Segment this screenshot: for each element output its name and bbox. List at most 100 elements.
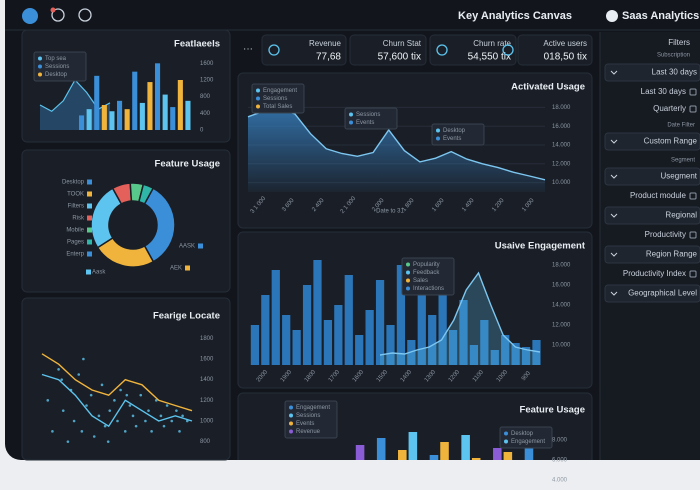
notifications[interactable]	[51, 8, 65, 22]
scatter-point	[154, 399, 158, 402]
y-tick-label: 800	[200, 439, 211, 445]
filter-select[interactable]	[604, 132, 700, 151]
legend-label: Sessions	[356, 112, 380, 118]
bar	[292, 330, 301, 365]
panel	[21, 149, 231, 293]
filter-select[interactable]	[604, 206, 700, 225]
legend-dot	[289, 421, 293, 426]
legend-swatch	[87, 179, 92, 185]
legend-swatch	[87, 251, 92, 257]
legend-label: Enterp	[66, 252, 84, 258]
avatar[interactable]	[22, 8, 38, 24]
kpi-value: 77,68	[316, 52, 341, 63]
legend-label: Events	[296, 421, 314, 427]
scatter-point	[108, 409, 112, 412]
legend-label: Engagement	[263, 88, 297, 94]
kpi-label: Churn Stat	[383, 39, 422, 48]
bar	[94, 75, 100, 130]
bar	[117, 100, 123, 130]
chevron	[610, 174, 618, 179]
y-tick-label: 16.000	[552, 283, 571, 289]
bar	[86, 109, 92, 130]
scatter-point	[92, 435, 96, 438]
radio[interactable]	[689, 270, 697, 278]
legend-label: Desktop	[45, 72, 68, 78]
scatter-point	[123, 430, 127, 433]
scatter-point	[178, 430, 181, 433]
y-tick-label: 400	[200, 111, 211, 117]
bar	[396, 265, 406, 365]
scatter-point	[162, 424, 166, 428]
y-tick-label: 8.000	[552, 438, 568, 444]
legend-dot	[38, 64, 42, 69]
bar	[302, 285, 312, 365]
scatter-point	[144, 419, 147, 423]
legend-dot	[38, 72, 42, 77]
panel-title: Feature Usage	[155, 159, 220, 170]
filter-caption: Date Filter	[667, 123, 695, 129]
filter-select[interactable]	[604, 245, 700, 264]
kpi-card	[429, 34, 517, 66]
kpi-label: Churn rate	[473, 39, 511, 48]
legend-label: Sessions	[263, 96, 287, 102]
radio[interactable]	[689, 231, 697, 239]
bar	[261, 295, 270, 365]
donut-label: Aask	[92, 270, 106, 276]
bar	[448, 330, 458, 365]
kpi-value: 54,550 tix	[468, 52, 511, 63]
legend-dot	[504, 439, 508, 444]
radio[interactable]	[689, 88, 697, 96]
bar	[162, 94, 168, 130]
legend-label: Top sea	[45, 56, 67, 62]
line	[247, 107, 546, 181]
bar	[344, 275, 353, 365]
line	[41, 373, 193, 428]
scatter-point	[113, 399, 116, 402]
bar	[386, 325, 395, 365]
filter-select[interactable]	[604, 167, 700, 186]
bar	[323, 320, 333, 365]
bar	[147, 82, 153, 130]
legend-dot	[406, 278, 410, 283]
bar	[469, 345, 479, 365]
scatter-point	[97, 414, 101, 418]
legend-label: Feedback	[413, 270, 440, 276]
bar	[493, 448, 502, 460]
legend-dot	[38, 56, 42, 61]
x-tick-label: 900	[521, 370, 532, 382]
bars	[355, 432, 534, 460]
kpi-card	[349, 34, 427, 66]
area	[380, 273, 540, 365]
legend-label: Interactions	[413, 286, 444, 292]
scatter-point	[159, 414, 163, 418]
legend-label: Desktop	[511, 431, 534, 437]
radio[interactable]	[689, 105, 697, 113]
legend-dot	[436, 128, 440, 133]
y-tick-label: 14.000	[552, 303, 571, 309]
bar	[250, 325, 260, 365]
scatter-point	[150, 430, 153, 433]
radio[interactable]	[689, 192, 697, 200]
scatter-point	[139, 393, 143, 397]
donut-label: AASK	[179, 244, 195, 250]
kpi-icon	[502, 44, 514, 56]
legend-dot	[289, 405, 293, 410]
bar	[440, 442, 449, 460]
bar	[109, 111, 115, 130]
filter-select[interactable]	[604, 284, 700, 303]
scatter-point	[119, 388, 122, 392]
kpi-value: 018,50 tix	[544, 52, 587, 63]
legend-dot	[256, 88, 260, 93]
scatter-point	[128, 404, 132, 407]
messages[interactable]	[78, 8, 92, 22]
panel-title: Feature Usage	[520, 405, 585, 416]
filter-select-label: Region Range	[646, 250, 698, 259]
bar	[532, 340, 541, 365]
bar	[101, 105, 107, 130]
sidebar-heading: Filters	[668, 38, 690, 47]
filter-select[interactable]	[604, 63, 700, 82]
legend-swatch	[86, 269, 91, 275]
bar	[461, 435, 470, 460]
legend-dot	[504, 431, 508, 436]
legend-box	[499, 426, 553, 449]
